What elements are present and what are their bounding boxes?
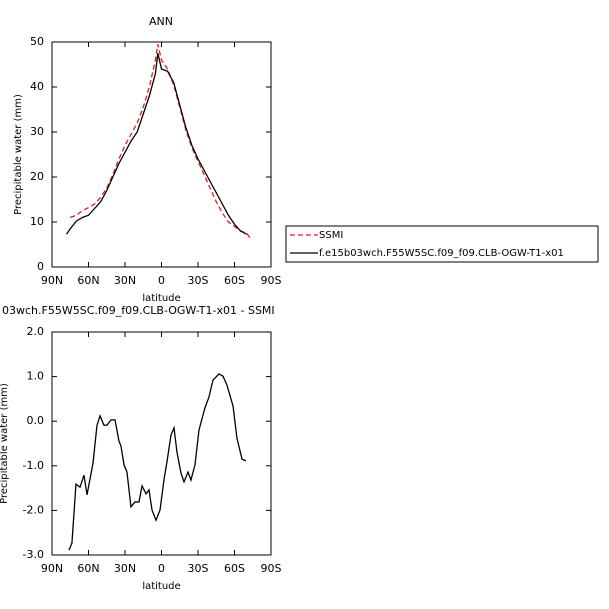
- x-tick-label: 0: [158, 562, 165, 575]
- x-tick-label: 30S: [188, 274, 209, 287]
- legend-label: SSMI: [319, 230, 343, 241]
- y-tick-label: 10: [30, 215, 44, 228]
- y-tick-label: 40: [30, 80, 44, 93]
- x-tick-label: 60N: [77, 562, 99, 575]
- x-tick-label: 30N: [114, 562, 136, 575]
- x-tick-label: 60S: [224, 562, 245, 575]
- data-line: [70, 44, 253, 241]
- y-tick-label: 30: [30, 125, 44, 138]
- x-tick-label: 60N: [77, 274, 99, 287]
- chart-title: ANN: [149, 15, 173, 28]
- y-tick-label: -3.0: [23, 548, 44, 561]
- x-tick-label: 90S: [261, 562, 282, 575]
- data-line: [66, 53, 247, 235]
- x-tick-label: 90S: [261, 274, 282, 287]
- y-tick-label: -2.0: [23, 503, 44, 516]
- x-tick-label: 90N: [41, 562, 63, 575]
- data-line: [68, 373, 247, 551]
- y-tick-label: 0.0: [27, 414, 45, 427]
- y-tick-label: -1.0: [23, 459, 44, 472]
- y-tick-label: 0: [37, 260, 44, 273]
- plot-frame: [51, 41, 272, 268]
- chart-title: 03wch.F55W5SC.f09_f09.CLB-OGW-T1-x01 - S…: [2, 304, 275, 317]
- x-tick-label: 90N: [41, 274, 63, 287]
- x-tick-label: 60S: [224, 274, 245, 287]
- y-tick-label: 20: [30, 170, 44, 183]
- y-tick-label: 50: [30, 35, 44, 48]
- y-tick-label: 2.0: [27, 325, 45, 338]
- x-tick-label: 30S: [188, 562, 209, 575]
- legend-box: [285, 225, 599, 263]
- x-tick-label: 30N: [114, 274, 136, 287]
- x-axis-label: latitude: [142, 293, 180, 304]
- legend-label: f.e15b03wch.F55W5SC.f09_f09.CLB-OGW-T1-x…: [319, 248, 564, 259]
- y-tick-label: 1.0: [27, 370, 45, 383]
- y-axis-label: Precipitable water (mm): [13, 94, 24, 215]
- y-axis-label: Precipitable water (mm): [0, 383, 10, 504]
- x-axis-label: latitude: [142, 581, 180, 592]
- x-tick-label: 0: [158, 274, 165, 287]
